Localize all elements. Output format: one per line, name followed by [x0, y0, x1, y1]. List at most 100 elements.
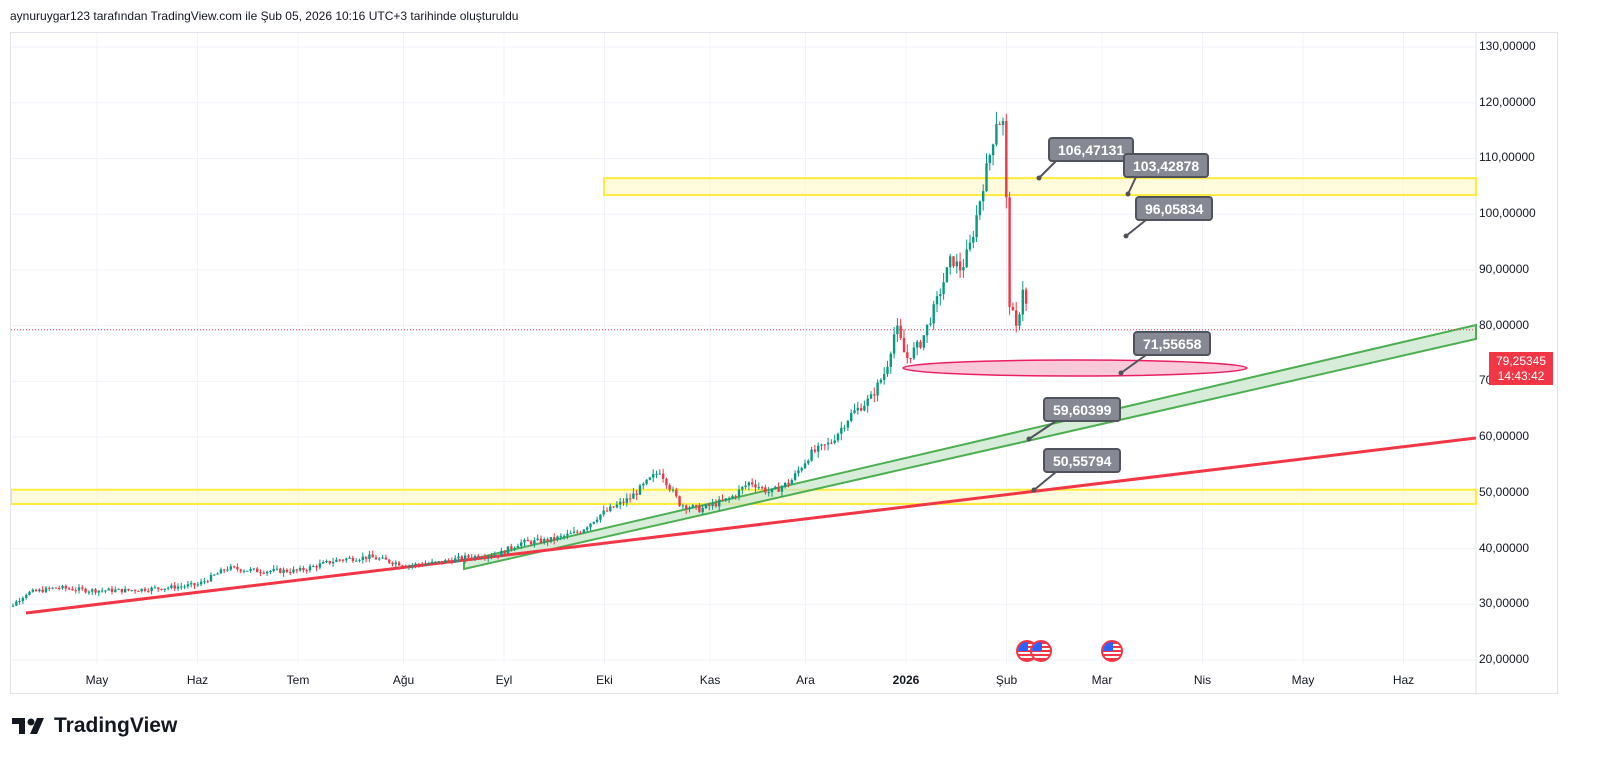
candle-body — [619, 501, 622, 505]
candle-body — [701, 508, 704, 513]
candle-body — [1021, 289, 1024, 315]
support-ellipse — [902, 359, 1248, 377]
time-axis-label: Şub — [995, 673, 1018, 687]
logo-text: TradingView — [54, 714, 178, 737]
candle-body — [569, 533, 572, 535]
candle-body — [226, 569, 229, 571]
price-callout[interactable]: 96,05834 — [1135, 196, 1214, 221]
candle-body — [925, 324, 929, 336]
candle-body — [262, 572, 265, 574]
candle-body — [180, 586, 183, 588]
candle-body — [315, 566, 318, 568]
price-callout[interactable]: 103,42878 — [1123, 153, 1210, 178]
candle-body — [955, 261, 958, 267]
price-callout[interactable]: 106,47131 — [1048, 137, 1135, 162]
candle-body — [345, 558, 348, 561]
us-event-flag-icon[interactable] — [1030, 640, 1052, 662]
candle-body — [292, 569, 295, 573]
price-callout[interactable]: 50,55794 — [1043, 448, 1122, 473]
candle-body — [599, 514, 602, 520]
candle-body — [935, 296, 939, 305]
candle-body — [444, 560, 447, 564]
candle-body — [615, 504, 619, 508]
candle-body — [259, 572, 262, 574]
candle-body — [97, 590, 100, 593]
price-chart[interactable] — [11, 33, 1559, 695]
price-callout[interactable]: 59,60399 — [1043, 397, 1122, 422]
time-axis-label: Haz — [186, 673, 209, 687]
candle-body — [899, 325, 902, 339]
candle-body — [817, 445, 820, 452]
candle-body — [876, 382, 879, 396]
candle-body — [457, 556, 460, 559]
candle-body — [539, 538, 543, 543]
candle-body — [371, 554, 374, 558]
candle-body — [487, 556, 490, 559]
candle-body — [708, 504, 711, 507]
chart-pane[interactable]: 130,00000 120,00000 110,00000 100,00000 90,0… — [10, 32, 1559, 695]
candle-body — [378, 558, 381, 560]
price-axis-label: 130,00000 — [1479, 39, 1536, 53]
candle-body — [652, 474, 655, 478]
candle-body — [737, 489, 741, 497]
candle-body — [751, 482, 754, 485]
candle-body — [1024, 289, 1028, 304]
candle-body — [787, 482, 790, 485]
candle-body — [784, 482, 787, 487]
candle-body — [272, 568, 275, 571]
candle-body — [150, 587, 153, 592]
candle-body — [506, 546, 510, 554]
candle-body — [889, 353, 892, 367]
candle-body — [364, 556, 368, 559]
price-axis-label: 30,00000 — [1479, 596, 1530, 611]
candle-body — [526, 539, 529, 542]
candle-body — [269, 570, 272, 572]
price-callout[interactable]: 71,55658 — [1133, 331, 1212, 356]
candle-body — [216, 573, 219, 575]
candle-body — [44, 587, 48, 593]
candle-body — [295, 569, 298, 571]
tradingview-logo[interactable]: TradingView — [12, 714, 177, 738]
candle-body — [503, 550, 506, 554]
candle-body — [91, 589, 94, 592]
candle-body — [810, 449, 813, 461]
candle-body — [965, 249, 968, 268]
candle-body — [612, 506, 615, 508]
candle-body — [694, 505, 698, 507]
candle-body — [559, 535, 562, 537]
callout-anchor — [1026, 436, 1032, 442]
candle-body — [975, 215, 978, 238]
candle-body — [249, 568, 252, 571]
bar-countdown: 14:43:42 — [1497, 369, 1545, 383]
candle-body — [480, 557, 483, 559]
callout-pointer — [1033, 471, 1057, 491]
candle-body — [704, 504, 708, 509]
candle-body — [355, 560, 358, 562]
candle-body — [81, 587, 84, 589]
candle-body — [440, 561, 444, 564]
candle-body — [510, 546, 513, 549]
time-axis-label: Mar — [1091, 673, 1113, 687]
price-axis-label: 50,00000 — [1479, 484, 1530, 499]
candle-body — [602, 510, 605, 515]
candle-body — [932, 304, 935, 324]
us-event-flag-icon[interactable] — [1101, 640, 1123, 662]
candle-body — [718, 499, 721, 507]
candle-body — [28, 591, 31, 595]
candle-body — [655, 473, 658, 475]
candle-body — [516, 545, 520, 548]
price-axis-label: 60,00000 — [1479, 429, 1530, 444]
current-price: 79,25345 — [1495, 354, 1547, 368]
candle-body — [483, 557, 487, 559]
candle-body — [658, 473, 661, 475]
candle-body — [275, 568, 279, 570]
candle-body — [711, 503, 714, 507]
candle-body — [203, 581, 206, 583]
candle-body — [176, 586, 180, 589]
candle-body — [493, 555, 496, 557]
candle-body — [351, 557, 355, 562]
candle-body — [929, 323, 932, 325]
current-price-label: 79,25345 14:43:42 — [1489, 352, 1553, 385]
candle-body — [995, 124, 998, 145]
candle-body — [592, 521, 595, 524]
